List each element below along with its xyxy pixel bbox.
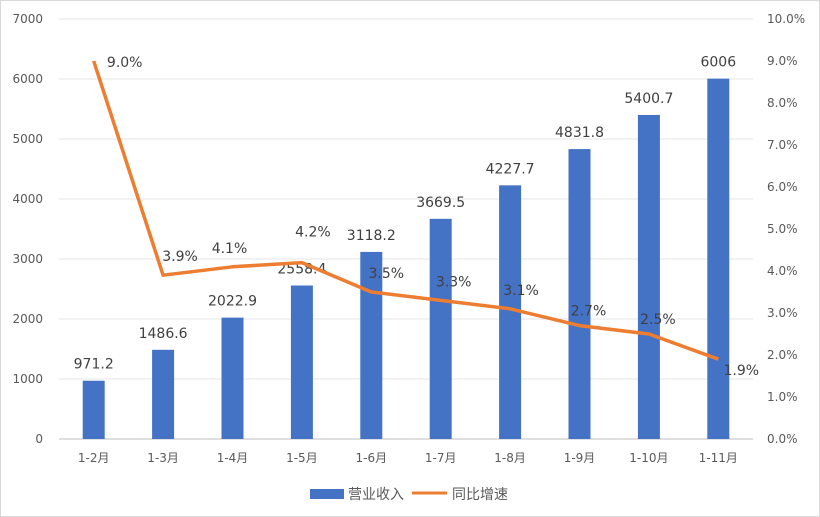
line-data-label: 4.2% — [295, 225, 331, 241]
y2-tick-label: 2.0% — [767, 348, 798, 362]
bar — [429, 218, 452, 439]
legend-bar-swatch — [310, 489, 344, 499]
bar-data-label: 971.2 — [74, 357, 114, 373]
y2-tick-label: 4.0% — [767, 264, 798, 278]
line-data-label: 4.1% — [212, 241, 248, 257]
bar-data-label: 3118.2 — [347, 228, 396, 244]
line-data-label: 3.9% — [162, 249, 198, 265]
y2-tick-label: 5.0% — [767, 222, 798, 236]
line-data-label: 9.0% — [107, 55, 143, 71]
line-series — [92, 60, 719, 361]
y2-tick-label: 7.0% — [767, 138, 798, 152]
y2-tick-label: 1.0% — [767, 390, 798, 404]
y-tick-label: 6000 — [12, 72, 43, 86]
line-data-label: 1.9% — [724, 363, 760, 379]
y2-tick-label: 10.0% — [767, 12, 805, 26]
line-data-label: 2.5% — [640, 312, 676, 328]
bar — [82, 380, 105, 439]
y2-tick-label: 0.0% — [767, 432, 798, 446]
bar — [290, 285, 313, 439]
bar — [637, 114, 660, 439]
bar-data-label: 6006 — [700, 55, 736, 71]
y2-tick-label: 6.0% — [767, 180, 798, 194]
line-data-label: 3.5% — [369, 266, 405, 282]
y-tick-label: 5000 — [12, 132, 43, 146]
y-tick-label: 0 — [35, 432, 43, 446]
x-tick-label: 1-4月 — [217, 451, 249, 465]
x-tick-label: 1-7月 — [425, 451, 457, 465]
bar — [499, 185, 522, 439]
bar-data-label: 3669.5 — [416, 195, 465, 211]
x-tick-label: 1-2月 — [78, 451, 110, 465]
bar-data-label: 5400.7 — [624, 91, 673, 107]
x-tick-label: 1-5月 — [286, 451, 318, 465]
x-tick-label: 1-9月 — [564, 451, 596, 465]
bar-data-label: 4831.8 — [555, 125, 604, 141]
bar — [568, 149, 591, 440]
line-data-label: 3.3% — [436, 274, 472, 290]
bar-data-label: 2022.9 — [208, 294, 257, 310]
y-tick-label: 1000 — [12, 372, 43, 386]
x-tick-label: 1-3月 — [147, 451, 179, 465]
y-tick-label: 4000 — [12, 192, 43, 206]
y2-tick-label: 8.0% — [767, 96, 798, 110]
bar — [360, 251, 383, 439]
bar-data-label: 4227.7 — [486, 161, 535, 177]
x-tick-label: 1-11月 — [699, 451, 738, 465]
x-tick-label: 1-6月 — [355, 451, 387, 465]
bar — [152, 349, 175, 439]
y-tick-label: 2000 — [12, 312, 43, 326]
x-tick-label: 1-8月 — [494, 451, 526, 465]
bar — [221, 317, 244, 439]
legend-label: 同比增速 — [452, 487, 508, 503]
legend-label: 营业收入 — [348, 487, 404, 503]
bar-data-label: 2558.4 — [277, 261, 326, 277]
y2-tick-label: 3.0% — [767, 306, 798, 320]
line-data-label: 3.1% — [503, 283, 539, 299]
line-data-label: 2.7% — [571, 304, 607, 320]
y-tick-label: 7000 — [12, 12, 43, 26]
x-tick-label: 1-10月 — [629, 451, 668, 465]
y-tick-label: 3000 — [12, 252, 43, 266]
bar — [707, 78, 730, 439]
bar-data-label: 1486.6 — [139, 326, 188, 342]
y2-tick-label: 9.0% — [767, 54, 798, 68]
